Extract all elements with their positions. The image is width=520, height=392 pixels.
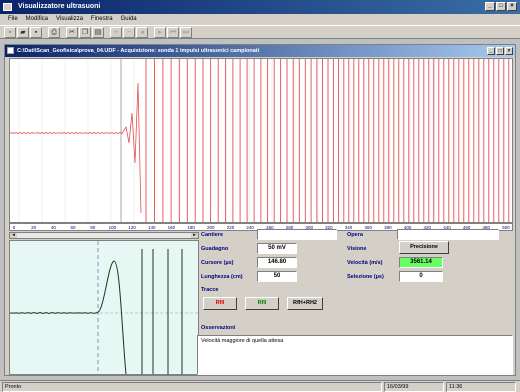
scale-tick-label: 160 (168, 225, 176, 230)
zoom-scrollbar[interactable]: ◂ ▸ (9, 232, 199, 239)
scale-tick-label: 100 (109, 225, 117, 230)
menu-bar: File Modifica Visualizza Finestra Guida (0, 14, 520, 25)
scale-tick-label: 140 (148, 225, 156, 230)
zoom-in-icon[interactable]: + (110, 26, 122, 38)
time-scale-ticks: 0 20 40 60 80 100 120 140 160 180 200 220 240 260 280 3… (13, 225, 511, 230)
scale-tick-label: 300 (305, 225, 313, 230)
copy-icon[interactable]: ❐ (79, 26, 91, 38)
status-bar: Pronto 16/03/99 11:36 (0, 380, 520, 392)
scale-tick-label: 180 (187, 225, 195, 230)
tracce-label: Tracce (201, 287, 219, 293)
document-icon (7, 47, 14, 54)
app-title: Visualizzatore ultrasuoni (18, 3, 101, 10)
osservazioni-label: Osservazioni (201, 325, 236, 331)
scale-tick-label: 360 (364, 225, 372, 230)
cursore-field[interactable]: 146.80 (257, 257, 297, 268)
scale-tick-label: 80 (90, 225, 96, 230)
scale-tick-label: 40 (51, 225, 57, 230)
zoom-waveform-trace (9, 260, 127, 375)
lunghezza-field[interactable]: 50 (257, 271, 297, 282)
first-icon[interactable]: ⏮ (167, 26, 179, 38)
zoom-waveform-plot (9, 241, 198, 375)
maximize-button[interactable]: □ (496, 2, 506, 11)
cantiere-field[interactable] (257, 229, 337, 240)
scale-tick-label: 120 (128, 225, 136, 230)
scale-tick-label: 380 (384, 225, 392, 230)
scale-tick-label: 420 (424, 225, 432, 230)
scale-tick-label: 220 (227, 225, 235, 230)
cursore-label: Cursore (µs) (201, 260, 234, 266)
prev-icon[interactable]: ◂ (136, 26, 148, 38)
zoom-out-icon[interactable]: − (123, 26, 135, 38)
next-icon[interactable]: ▸ (154, 26, 166, 38)
child-close-button[interactable]: × (505, 47, 513, 55)
guadagno-label: Guadagno (201, 246, 229, 252)
menu-modifica[interactable]: Modifica (25, 16, 49, 22)
mdi-client-area: C:\Dati\Scan_Geofisica\prova_04.UDF - Ac… (4, 44, 516, 376)
status-time: 11:36 (446, 382, 516, 392)
scale-tick-label: 20 (31, 225, 37, 230)
menu-finestra[interactable]: Finestra (90, 16, 113, 22)
scale-tick-label: 280 (286, 225, 294, 230)
minimize-button[interactable]: _ (485, 2, 495, 11)
new-file-icon[interactable]: ▫ (4, 26, 16, 38)
cantiere-label: Cantiere (201, 232, 224, 238)
app-title-bar: Visualizzatore ultrasuoni _ □ × (0, 0, 520, 14)
scale-tick-label: 240 (246, 225, 254, 230)
lunghezza-label: Lunghezza (cm) (201, 274, 243, 280)
scale-tick-label: 0 (13, 225, 16, 230)
waveform-plot (9, 59, 510, 222)
zoom-waveform-panel[interactable] (9, 240, 199, 375)
opera-field[interactable] (397, 229, 499, 240)
open-folder-icon[interactable]: ▰ (17, 26, 29, 38)
save-icon[interactable]: ▪ (30, 26, 42, 38)
scale-tick-label: 440 (443, 225, 451, 230)
status-date: 16/03/99 (384, 382, 444, 392)
velocita-field: 3561.14 (399, 257, 443, 268)
print-icon[interactable]: ⎙ (48, 26, 60, 38)
menu-guida[interactable]: Guida (120, 16, 137, 22)
waveform-panel[interactable] (9, 58, 513, 223)
scale-tick-label: 260 (266, 225, 274, 230)
visione-label: Visione (347, 246, 367, 252)
selezione-label: Selezione (µs) (347, 274, 384, 280)
scale-tick-label: 340 (345, 225, 353, 230)
menu-visualizza[interactable]: Visualizza (56, 16, 83, 22)
scale-tick-label: 200 (207, 225, 215, 230)
toolbar: ▫ ▰ ▪ ⎙ ✂ ❐ ▤ + − ◂ ▸ ⏮ ⏭ (0, 25, 520, 39)
close-button[interactable]: × (507, 2, 517, 11)
precisione-button[interactable]: Precisione (399, 241, 449, 254)
child-window-title: C:\Dati\Scan_Geofisica\prova_04.UDF - Ac… (17, 48, 260, 54)
scale-tick-label: 480 (483, 225, 491, 230)
scroll-left-icon[interactable]: ◂ (10, 233, 17, 238)
child-minimize-button[interactable]: _ (487, 47, 495, 55)
waveform-trace (9, 82, 142, 214)
paste-icon[interactable]: ▤ (92, 26, 104, 38)
trace-both-button[interactable]: RfH+RH2 (287, 297, 323, 310)
scale-tick-label: 320 (325, 225, 333, 230)
scale-tick-label: 60 (71, 225, 77, 230)
scale-tick-label: 400 (404, 225, 412, 230)
scale-tick-label: 460 (463, 225, 471, 230)
opera-label: Opera (347, 232, 363, 238)
guadagno-field[interactable]: 50 mV (257, 243, 297, 254)
scroll-right-icon[interactable]: ▸ (191, 233, 198, 238)
selezione-field[interactable]: 0 (399, 271, 443, 282)
trace-green-button[interactable]: Rfll (245, 297, 279, 310)
child-maximize-button[interactable]: □ (496, 47, 504, 55)
cut-icon[interactable]: ✂ (66, 26, 78, 38)
child-window-title-bar: C:\Dati\Scan_Geofisica\prova_04.UDF - Ac… (5, 45, 515, 57)
trace-red-button[interactable]: Rfll (203, 297, 237, 310)
scale-tick-label: 500 (502, 225, 510, 230)
osservazioni-textarea[interactable]: Velocità maggiore di quella attesa (197, 335, 513, 375)
menu-file[interactable]: File (8, 16, 18, 22)
app-icon (3, 3, 12, 11)
velocita-label: Velocità (m/s) (347, 260, 383, 266)
status-message: Pronto (2, 382, 382, 392)
last-icon[interactable]: ⏭ (180, 26, 192, 38)
